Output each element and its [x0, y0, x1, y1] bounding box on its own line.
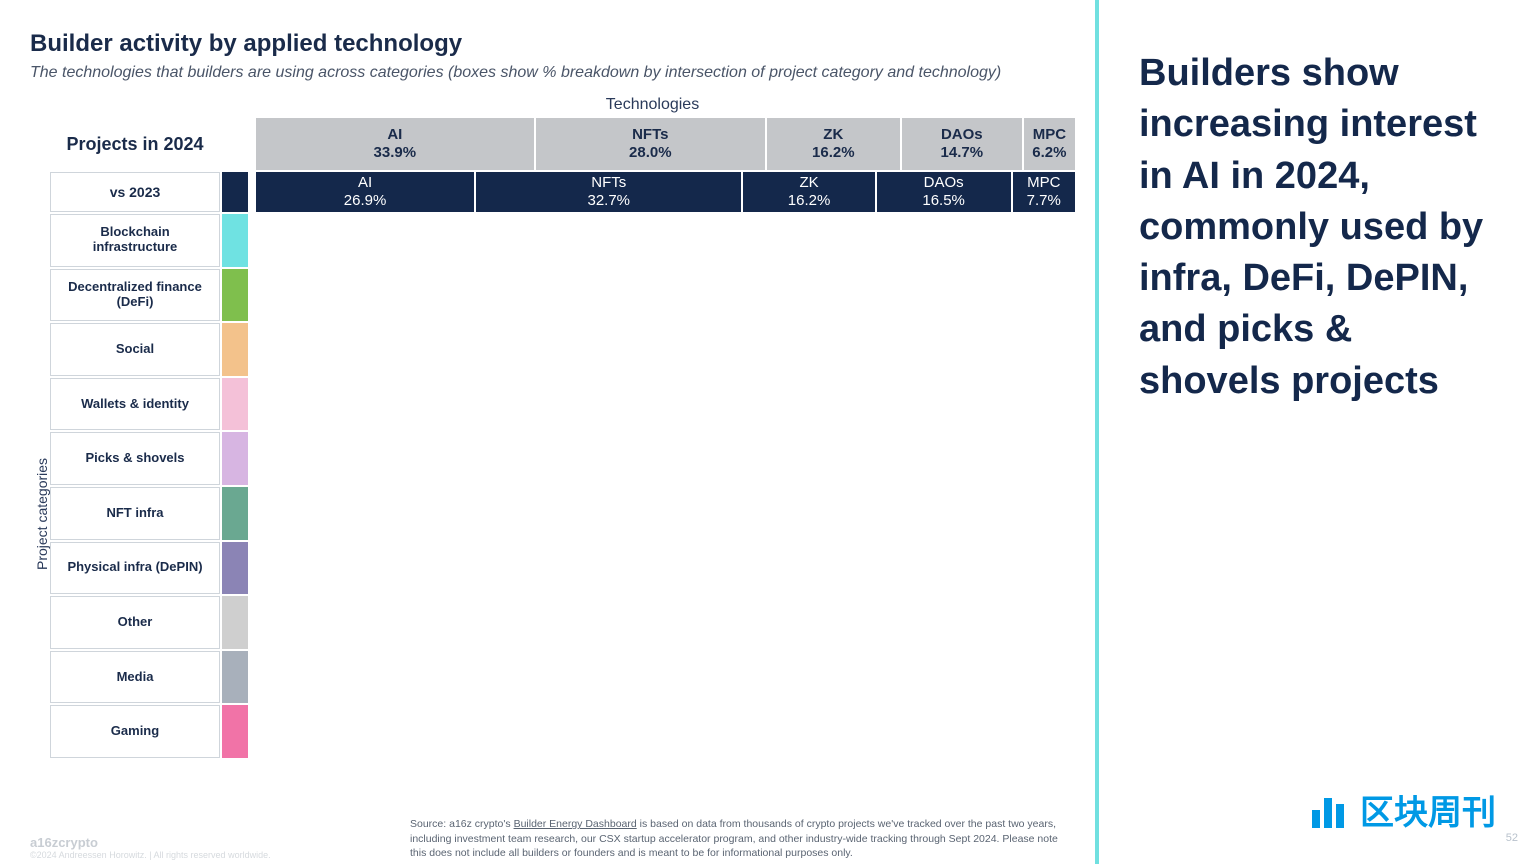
category-label: Social	[50, 323, 220, 376]
chart-title: Builder activity by applied technology	[30, 30, 1075, 58]
tech-header-2024: AI33.9%	[256, 118, 534, 170]
header-row-2023: vs 2023 AI26.9%NFTs32.7%ZK16.2%DAOs16.5%…	[50, 172, 1075, 212]
tech-header-2023: ZK16.2%	[743, 172, 874, 212]
chart-body: Blockchain infrastructureDecentralized f…	[50, 214, 1075, 760]
bars-icon	[1308, 788, 1352, 832]
mosaic-area	[256, 214, 264, 760]
category-row: Decentralized finance (DeFi)	[50, 269, 248, 322]
tech-header-2024: MPC6.2%	[1024, 118, 1075, 170]
tech-header-2024: NFTs28.0%	[536, 118, 765, 170]
category-row: Gaming	[50, 705, 248, 758]
category-label: Other	[50, 596, 220, 649]
category-color-key	[222, 487, 248, 540]
chart-panel: Builder activity by applied technology T…	[0, 0, 1095, 864]
category-row: NFT infra	[50, 487, 248, 540]
category-label: Media	[50, 651, 220, 704]
x-axis-label: Technologies	[230, 96, 1075, 114]
category-color-key	[222, 214, 248, 267]
footer-brand: a16zcrypto	[30, 835, 98, 850]
category-color-key	[222, 323, 248, 376]
category-label: Blockchain infrastructure	[50, 214, 220, 267]
tech-header-2024: ZK16.2%	[767, 118, 900, 170]
tech-header-2024: DAOs14.7%	[902, 118, 1022, 170]
category-color-key	[222, 432, 248, 485]
tech-header-2023: AI26.9%	[256, 172, 474, 212]
chart-subtitle: The technologies that builders are using…	[30, 64, 1075, 82]
category-label: Wallets & identity	[50, 378, 220, 431]
category-color-key	[222, 542, 248, 595]
category-row: Media	[50, 651, 248, 704]
category-color-key	[222, 378, 248, 431]
category-row: Wallets & identity	[50, 378, 248, 431]
category-row: Physical infra (DePIN)	[50, 542, 248, 595]
category-row: Social	[50, 323, 248, 376]
projects-2024-label: Projects in 2024	[50, 118, 220, 170]
tech-header-2023: DAOs16.5%	[877, 172, 1011, 212]
category-row: Other	[50, 596, 248, 649]
y-axis-label: Project categories	[30, 268, 50, 760]
headline-panel: Builders show increasing interest in AI …	[1095, 0, 1536, 864]
headline-text: Builders show increasing interest in AI …	[1139, 48, 1496, 407]
vs-2023-color-key	[222, 172, 248, 212]
category-label: NFT infra	[50, 487, 220, 540]
category-labels: Blockchain infrastructureDecentralized f…	[50, 214, 248, 760]
category-label: Decentralized finance (DeFi)	[50, 269, 220, 322]
category-color-key	[222, 651, 248, 704]
category-label: Gaming	[50, 705, 220, 758]
category-label: Picks & shovels	[50, 432, 220, 485]
category-label: Physical infra (DePIN)	[50, 542, 220, 595]
brand-logo: 区块周刊	[1308, 785, 1496, 834]
marimekko-chart: Projects in 2024 AI33.9%NFTs28.0%ZK16.2%…	[50, 118, 1075, 760]
tech-header-2023: MPC7.7%	[1013, 172, 1075, 212]
footer-source: Source: a16z crypto's Builder Energy Das…	[410, 817, 1075, 860]
tech-header-2023: NFTs32.7%	[476, 172, 741, 212]
brand-text: 区块周刊	[1360, 785, 1496, 834]
vs-2023-label: vs 2023	[50, 172, 220, 212]
page-number: 52	[1506, 832, 1518, 844]
category-row: Blockchain infrastructure	[50, 214, 248, 267]
footer-copyright: ©2024 Andreessen Horowitz. | All rights …	[30, 850, 271, 860]
category-color-key	[222, 705, 248, 758]
category-color-key	[222, 596, 248, 649]
category-row: Picks & shovels	[50, 432, 248, 485]
header-row-2024: Projects in 2024 AI33.9%NFTs28.0%ZK16.2%…	[50, 118, 1075, 170]
category-color-key	[222, 269, 248, 322]
